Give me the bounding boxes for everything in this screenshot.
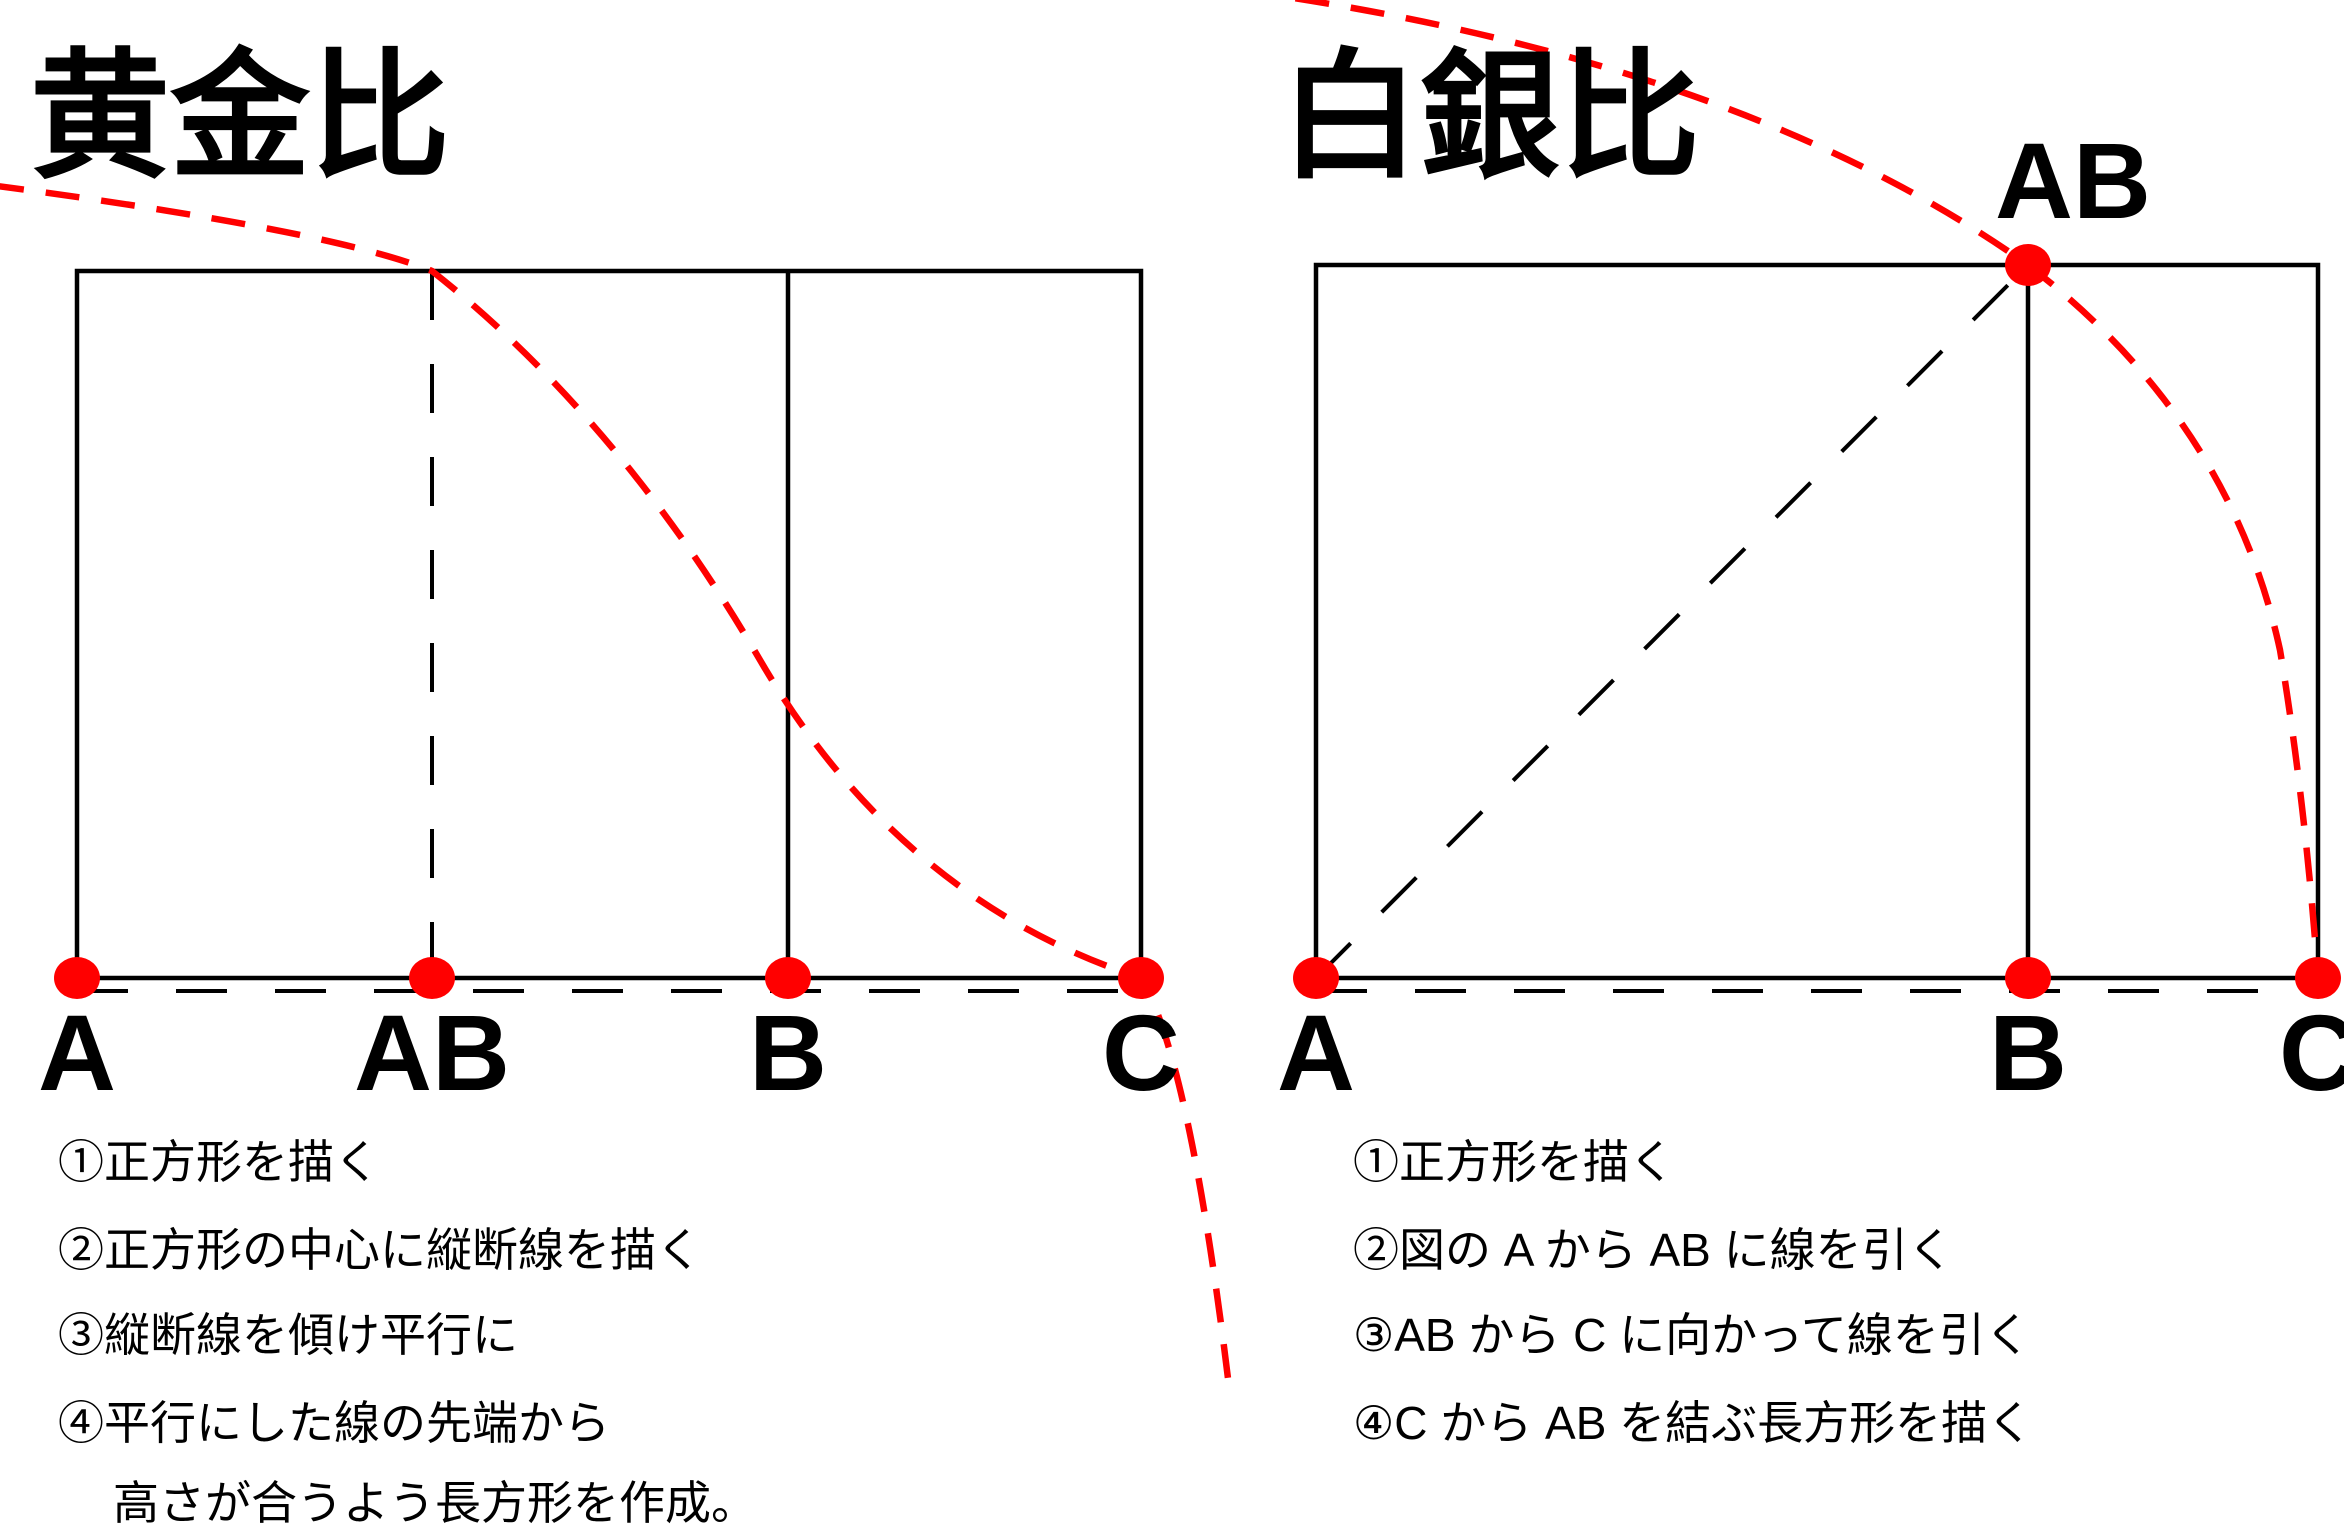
svg-text:②図の A から AB に線を引く: ②図の A から AB に線を引く [1353, 1224, 1954, 1276]
svg-text:AB: AB [1995, 120, 2151, 241]
svg-text:③AB から C に向かって線を引く: ③AB から C に向かって線を引く [1353, 1309, 2031, 1361]
svg-text:A: A [1277, 992, 1355, 1113]
svg-text:黄金比: 黄金比 [30, 38, 450, 195]
svg-text:C: C [2279, 992, 2344, 1113]
svg-text:高さが合うよう長方形を作成。: 高さが合うよう長方形を作成。 [113, 1477, 757, 1529]
svg-text:B: B [749, 992, 827, 1113]
svg-text:②正方形の中心に縦断線を描く: ②正方形の中心に縦断線を描く [58, 1224, 702, 1276]
svg-text:C: C [1102, 992, 1180, 1113]
svg-text:④平行にした線の先端から: ④平行にした線の先端から [58, 1397, 610, 1449]
svg-text:①正方形を描く: ①正方形を描く [1353, 1136, 1675, 1188]
svg-text:白銀比: 白銀比 [1280, 38, 1700, 195]
svg-text:③縦断線を傾け平行に: ③縦断線を傾け平行に [58, 1309, 518, 1361]
svg-text:④C から AB を結ぶ長方形を描く: ④C から AB を結ぶ長方形を描く [1353, 1397, 2033, 1449]
svg-text:A: A [38, 992, 116, 1113]
svg-text:①正方形を描く: ①正方形を描く [58, 1136, 380, 1188]
svg-text:AB: AB [354, 992, 510, 1113]
svg-text:B: B [1989, 992, 2067, 1113]
